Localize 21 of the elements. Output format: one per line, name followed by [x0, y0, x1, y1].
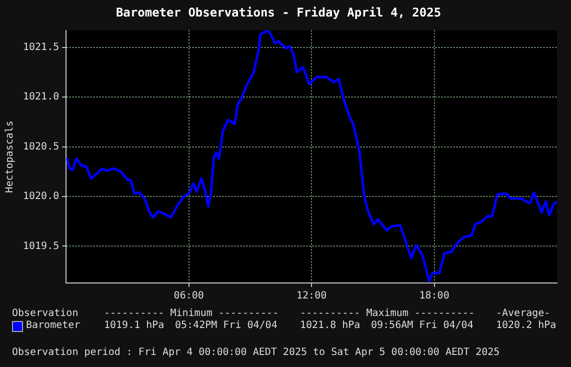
- x-tick-label: 12:00: [296, 290, 327, 302]
- text: -Average-: [496, 308, 550, 319]
- text: 05:42PM Fri 04/04: [175, 320, 278, 331]
- x-tick-label: 18:00: [419, 290, 450, 302]
- y-tick-label: 1020.0: [23, 191, 60, 202]
- y-tick-label: 1020.5: [23, 141, 60, 152]
- y-tick-label: 1019.5: [23, 240, 60, 252]
- text: 1019.1 hPa: [104, 320, 164, 331]
- text: ---------- Maximum ----------: [300, 308, 475, 319]
- chart-title: Barometer Observations - Friday April 4, 2025: [116, 5, 442, 20]
- text: Observation: [12, 308, 78, 319]
- y-tick-label: 1021.5: [23, 42, 60, 53]
- text: 09:56AM Fri 04/04: [371, 320, 474, 331]
- text: 1020.2 hPa: [496, 320, 556, 331]
- legend-label: Barometer: [26, 320, 80, 331]
- text: 1021.8 hPa: [300, 320, 360, 331]
- x-tick-label: 06:00: [174, 290, 204, 302]
- y-axis-title: Hectopascals: [4, 120, 16, 193]
- y-tick-label: 1021.0: [23, 92, 60, 103]
- text: Observation period : Fri Apr 4 00:00:00 AEDT 2025 to Sat Apr 5 00:00:00 AEDT 2025: [12, 347, 500, 358]
- text: ---------- Minimum ----------: [104, 308, 279, 319]
